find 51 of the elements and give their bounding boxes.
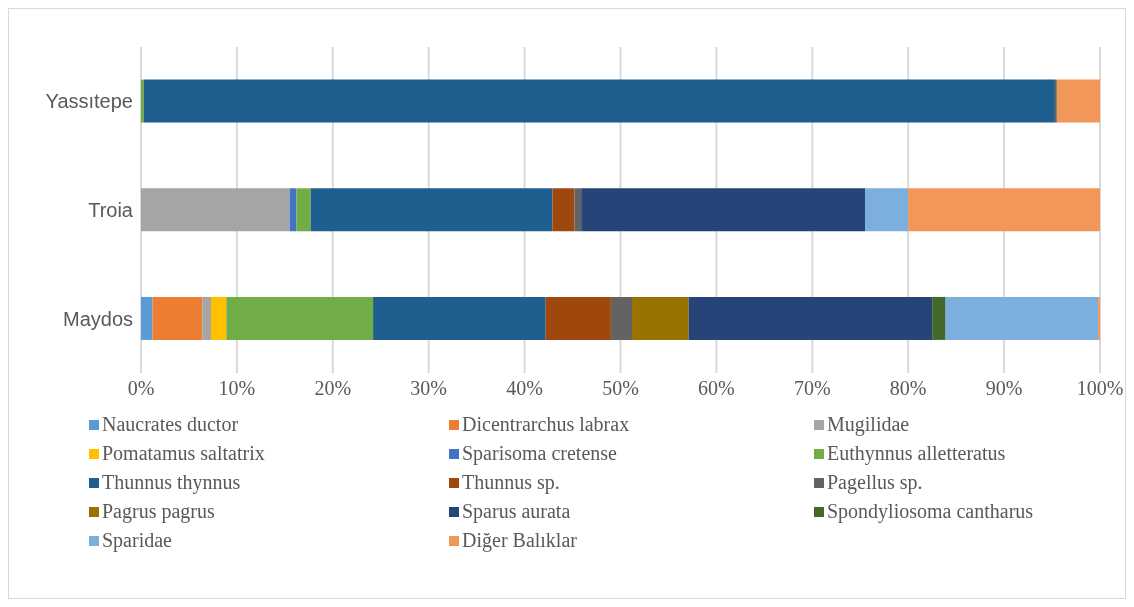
legend-label: Pomatamus saltatrix [102,442,265,465]
bar [581,188,866,232]
bar [226,296,374,340]
legend-label: Thunnus sp. [462,471,560,494]
x-tick-label: 60% [698,377,735,400]
x-tick-label: 70% [793,377,831,400]
legend-label: Naucrates ductor [102,413,239,436]
legend-label: Dicentrarchus labrax [462,413,630,436]
legend-label: Pagellus sp. [827,471,923,494]
legend-label: Pagrus pagrus [102,500,215,523]
bar [552,188,575,232]
bar [373,296,546,340]
x-tick-label: 0% [127,377,155,400]
bar [202,296,212,340]
x-tick-label: 10% [218,377,256,400]
x-tick-label: 20% [314,377,352,400]
bar [141,296,153,340]
bar [610,296,633,340]
legend-label: Euthynnus alletteratus [827,442,1006,465]
y-tick-label: Yassıtepe [45,90,133,113]
bar [310,188,553,232]
bar [211,296,227,340]
bar [908,188,1100,232]
legend-label: Sparus aurata [462,500,571,523]
bar [141,188,290,232]
bar [932,296,946,340]
bar [574,188,582,232]
bar [143,79,1055,123]
legend-label: Thunnus thynnus [102,471,241,494]
x-tick-label: 80% [889,377,927,400]
x-tick-label: 90% [985,377,1023,400]
legend-label: Diğer Balıklar [462,529,577,552]
legend-label: Mugilidae [827,413,910,436]
bar [141,79,144,123]
bar [865,188,909,232]
x-tick-label: 50% [602,377,639,400]
x-tick-label: 40% [506,377,543,400]
legend-label: Sparisoma cretense [462,442,617,465]
bar [545,296,611,340]
bar [945,296,1099,340]
y-tick-label: Troia [88,199,134,222]
bar [688,296,933,340]
bar [296,188,311,232]
x-tick-label: 100% [1076,377,1124,400]
bar [1056,79,1100,123]
legend-label: Sparidae [102,529,172,552]
y-tick-label: Maydos [62,307,133,330]
x-tick-label: 30% [410,377,448,400]
legend-label: Spondyliosoma cantharus [827,500,1034,523]
bar [152,296,203,340]
bar [632,296,689,340]
